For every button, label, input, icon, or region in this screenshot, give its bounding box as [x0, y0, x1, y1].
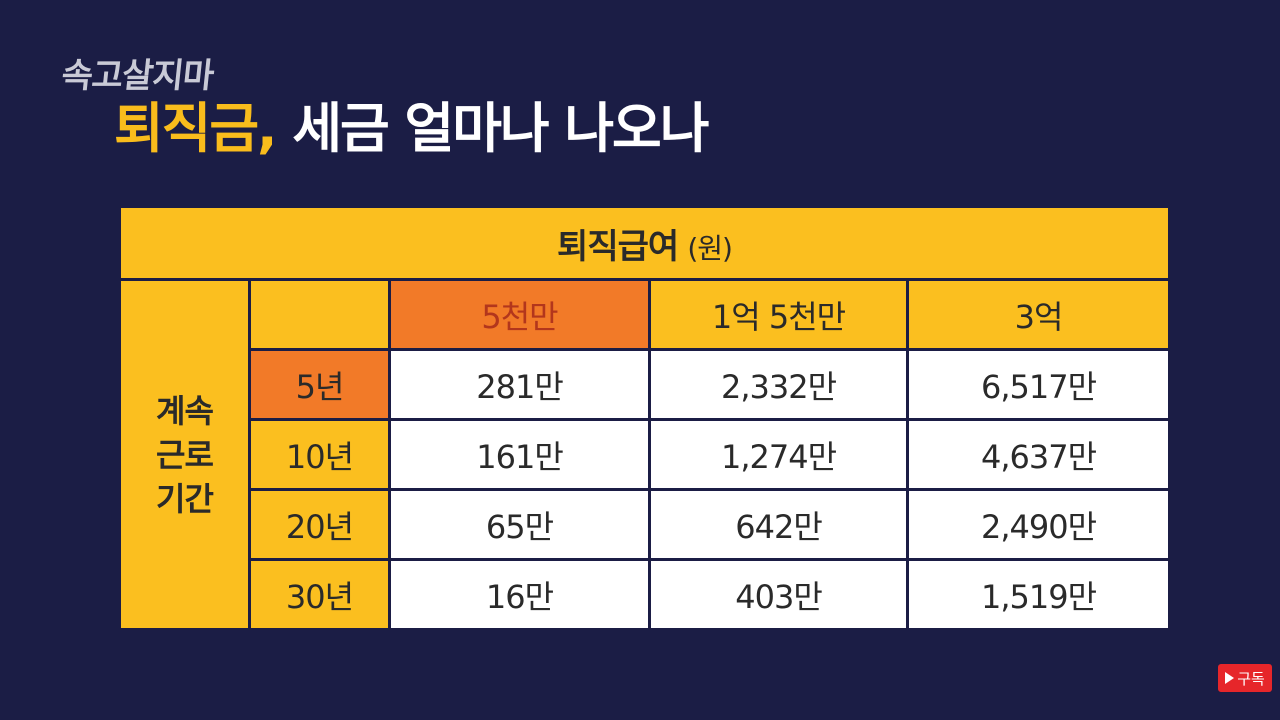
table-cell: 403만	[648, 558, 909, 631]
table-row: 20년 65만 642만 2,490만	[120, 488, 1172, 561]
table-row: 10년 161만 1,274만 4,637만	[120, 418, 1172, 491]
table-cell: 65만	[388, 488, 651, 561]
tax-table: 퇴직급여 (원) 계속 근로 기간 5천만 1억 5천만 3억 5년 281만 …	[117, 205, 1172, 631]
table-cell: 16만	[388, 558, 651, 631]
page-title: 퇴직금, 세금 얼마나 나오나	[114, 84, 709, 163]
table-header: 퇴직급여 (원)	[117, 205, 1172, 281]
column-header: 1억 5천만	[648, 278, 909, 351]
header-unit: (원)	[687, 231, 733, 265]
side-label-line: 계속	[156, 391, 214, 430]
table-header-row: 퇴직급여 (원)	[117, 205, 1172, 281]
table-cell: 161만	[388, 418, 651, 491]
column-header: 5천만	[388, 278, 651, 351]
table-cell: 2,332만	[648, 348, 909, 421]
table-cell: 4,637만	[905, 418, 1172, 491]
table-row: 30년 16만 403만 1,519만	[120, 558, 1172, 631]
table-cell: 1,274만	[648, 418, 909, 491]
row-header: 10년	[248, 418, 391, 491]
side-label-line: 기간	[156, 479, 214, 518]
title-highlight: 퇴직금,	[114, 97, 278, 160]
table-cell: 6,517만	[905, 348, 1172, 421]
title-rest: 세금 얼마나 나오나	[275, 97, 709, 160]
column-header: 3억	[905, 278, 1172, 351]
table-cell: 2,490만	[905, 488, 1172, 561]
side-label: 계속 근로 기간	[118, 278, 251, 631]
table-row: 5년 281만 2,332만 6,517만	[120, 348, 1172, 421]
subscribe-label: 구독	[1237, 669, 1265, 688]
table-cell: 281만	[388, 348, 651, 421]
row-header: 5년	[248, 348, 391, 421]
corner-cell	[248, 278, 391, 351]
table-cell: 1,519만	[905, 558, 1172, 631]
row-header: 30년	[248, 558, 391, 631]
table-cell: 642만	[648, 488, 909, 561]
row-header: 20년	[248, 488, 391, 561]
play-icon	[1225, 672, 1235, 684]
subscribe-button[interactable]: 구독	[1218, 664, 1272, 692]
side-label-line: 근로	[156, 435, 214, 474]
column-header-row: 계속 근로 기간 5천만 1억 5천만 3억	[118, 278, 1172, 631]
header-label: 퇴직급여	[557, 226, 679, 267]
